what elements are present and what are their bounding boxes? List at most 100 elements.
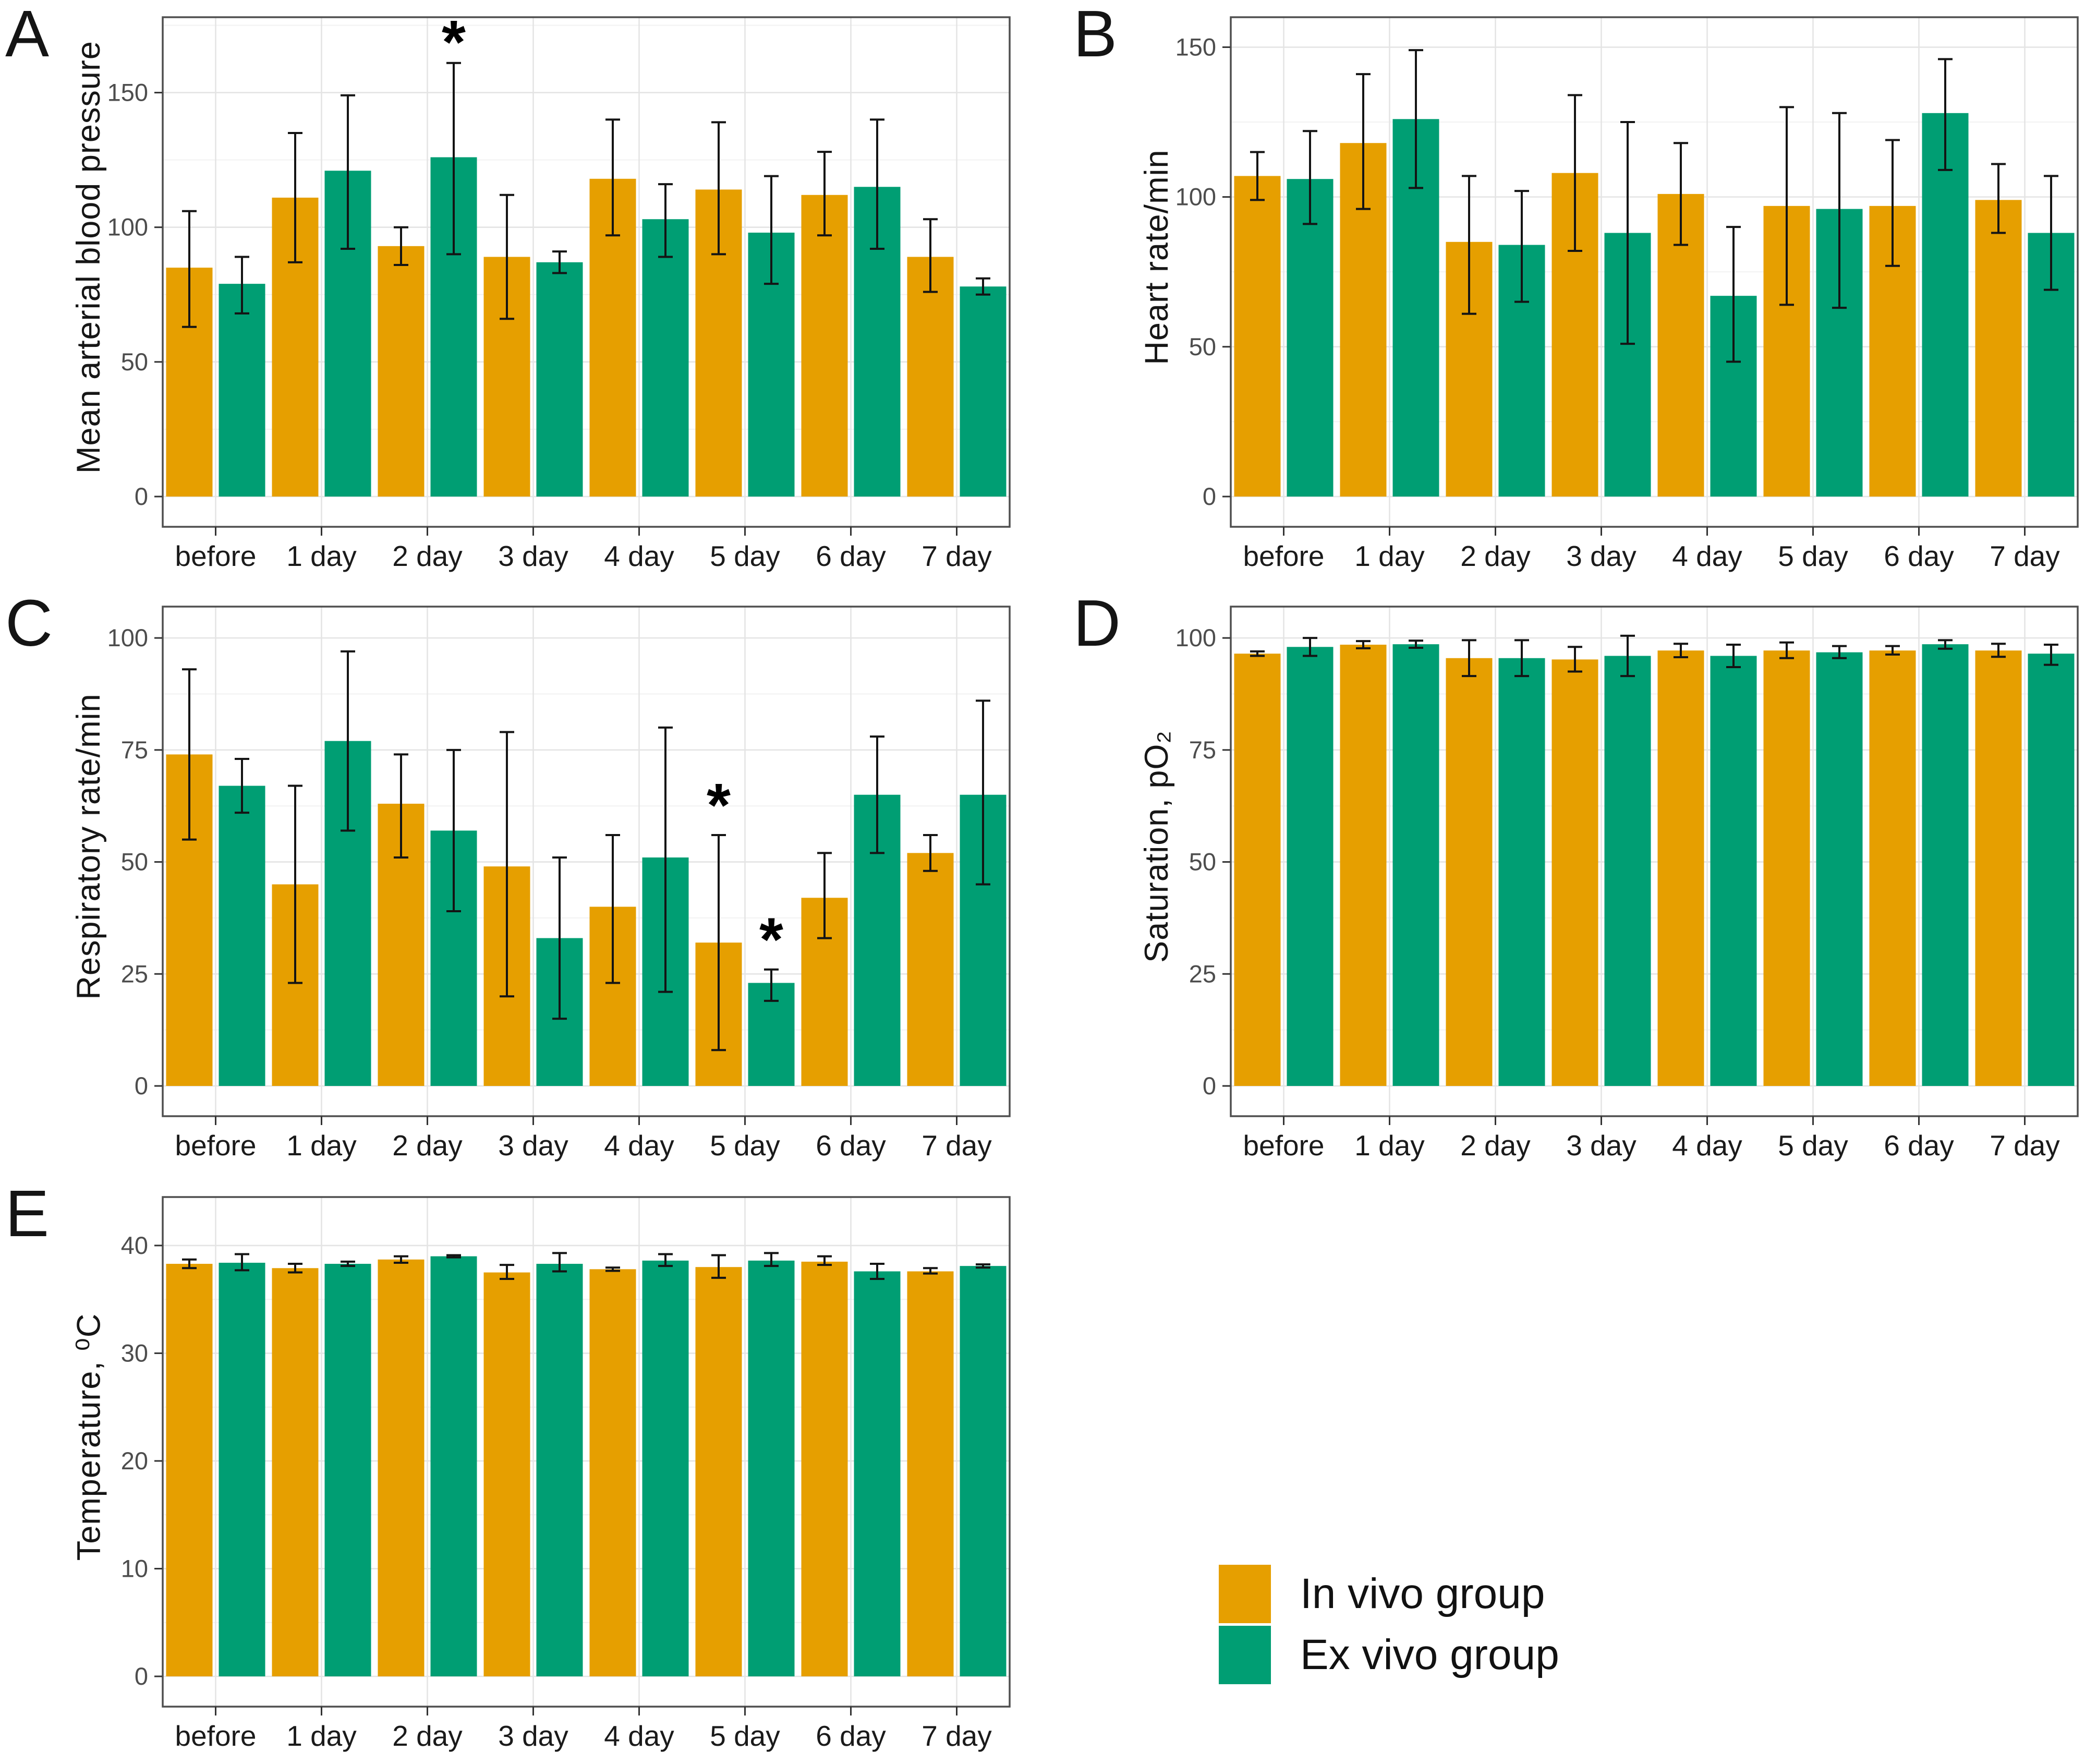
legend-item-ex-vivo: Ex vivo group	[1219, 1626, 1559, 1684]
y-tick-label: 50	[121, 848, 148, 876]
error-bars	[182, 650, 990, 1052]
plot-border	[1230, 16, 2079, 528]
axes: 0 25 50 75 100 before 1 day 2 day 3 day 4 day 5 da…	[1175, 624, 2060, 1162]
x-tick-label: 4 day	[604, 1129, 674, 1162]
bar-ex-vivo-group-6-day	[854, 1271, 901, 1676]
y-tick-label: 10	[121, 1554, 148, 1582]
error-bars	[182, 62, 990, 328]
bar-ex-vivo-group-2-day	[1498, 658, 1545, 1086]
x-tick-label: 2 day	[1460, 540, 1531, 572]
x-tick-label: 5 day	[1778, 540, 1848, 572]
bar-in-vivo-group-before	[1234, 654, 1281, 1086]
x-tick-label: 7 day	[1990, 1129, 2060, 1162]
y-tick-label: 20	[121, 1447, 148, 1475]
bar-ex-vivo-group-before	[1287, 179, 1334, 497]
panel-d-chart: 0 25 50 75 100 before 1 day 2 day 3 day 4 day 5 da…	[1175, 606, 2079, 1162]
bar-ex-vivo-group-before	[219, 1262, 265, 1676]
panel-a-chart: * 0 50 100 150 before 1 day 2 day 3 day 4 day 5 da…	[107, 8, 1011, 572]
x-tick-label: before	[175, 1720, 257, 1752]
x-tick-label: 7 day	[922, 540, 992, 572]
bar-in-vivo-group-7-day	[1975, 200, 2022, 497]
bar-ex-vivo-group-3-day	[1604, 656, 1651, 1086]
panel-c-letter: C	[5, 586, 53, 660]
bar-ex-vivo-group-4-day	[642, 1260, 689, 1676]
bar-in-vivo-group-1-day	[272, 1268, 319, 1676]
x-tick-label: 5 day	[710, 1129, 780, 1162]
bar-ex-vivo-group-5-day	[1816, 652, 1863, 1086]
bar-ex-vivo-group-4-day	[1710, 656, 1757, 1086]
bar-ex-vivo-group-4-day	[642, 219, 689, 497]
plot-border	[162, 16, 1011, 528]
panel-c-chart: * * 0 25 50 75 100 before 1 day 2 day 3 day 4 day 5 …	[107, 606, 1011, 1162]
x-tick-label: 5 day	[710, 540, 780, 572]
bars	[1234, 113, 2075, 497]
plot-border	[162, 606, 1011, 1117]
y-tick-label: 150	[107, 79, 148, 106]
x-tick-label: 2 day	[392, 1129, 463, 1162]
panel-d-letter: D	[1073, 586, 1121, 660]
panel-a-letter: A	[5, 0, 50, 70]
bar-ex-vivo-group-before	[1287, 647, 1334, 1086]
bar-in-vivo-group-5-day	[695, 1267, 742, 1676]
bar-ex-vivo-group-7-day	[960, 1266, 1007, 1676]
x-tick-label: 6 day	[816, 540, 886, 572]
x-tick-label: before	[175, 1129, 257, 1162]
x-tick-label: 7 day	[922, 1129, 992, 1162]
y-tick-label: 50	[1189, 333, 1216, 360]
x-tick-label: 6 day	[816, 1129, 886, 1162]
bars	[166, 157, 1007, 497]
axes: 0 25 50 75 100 before 1 day 2 day 3 day 4 day 5 da…	[107, 624, 992, 1162]
legend-swatch-in-vivo	[1219, 1565, 1271, 1623]
panel-e-letter: E	[5, 1177, 50, 1250]
panel-d: D Saturation, pO₂ 0 25 50 75 100 before 1 day 2…	[1068, 589, 2085, 1174]
significance-asterisk: *	[707, 771, 731, 840]
y-tick-label: 75	[1189, 736, 1216, 764]
bar-in-vivo-group-before	[1234, 176, 1281, 497]
y-tick-label: 100	[107, 624, 148, 651]
axes: 0 50 100 150 before 1 day 2 day 3 day 4 day 5 day…	[1175, 33, 2060, 572]
bar-ex-vivo-group-3-day	[536, 1264, 583, 1676]
x-tick-label: 3 day	[498, 1129, 568, 1162]
plot-border	[1230, 606, 2079, 1117]
x-tick-label: 6 day	[816, 1720, 886, 1752]
x-tick-label: 7 day	[922, 1720, 992, 1752]
y-tick-label: 40	[121, 1231, 148, 1259]
panel-a: A Mean arterial blood pressure * 0 50 100 15…	[0, 0, 1017, 584]
error-bars	[1250, 634, 2058, 678]
legend: In vivo group Ex vivo group	[1219, 1565, 1559, 1687]
bar-ex-vivo-group-5-day	[748, 1260, 795, 1676]
x-tick-label: 3 day	[1566, 1129, 1637, 1162]
x-tick-label: 6 day	[1884, 540, 1954, 572]
bar-in-vivo-group-7-day	[907, 1271, 954, 1676]
y-tick-label: 100	[1175, 624, 1216, 651]
legend-label-ex-vivo: Ex vivo group	[1300, 1630, 1559, 1678]
bar-ex-vivo-group-1-day	[1392, 644, 1439, 1086]
bar-in-vivo-group-4-day	[1657, 650, 1704, 1086]
panel-c: C Respiratory rate/min * * 0 25 50 75 100 befor…	[0, 589, 1017, 1174]
axes: 0 50 100 150 before 1 day 2 day 3 day 4 day 5 day…	[107, 79, 992, 572]
x-tick-label: 4 day	[604, 540, 674, 572]
x-tick-label: 2 day	[392, 1720, 463, 1752]
x-tick-label: 2 day	[1460, 1129, 1531, 1162]
bar-in-vivo-group-1-day	[1340, 645, 1387, 1086]
legend-swatch-ex-vivo	[1219, 1626, 1271, 1684]
bars	[166, 1256, 1007, 1676]
x-tick-label: 7 day	[1990, 540, 2060, 572]
y-tick-label: 25	[121, 960, 148, 987]
x-tick-label: 2 day	[392, 540, 463, 572]
y-tick-label: 100	[1175, 183, 1216, 211]
y-tick-label: 0	[135, 1072, 148, 1100]
bar-in-vivo-group-4-day	[589, 1269, 636, 1676]
panel-b: B Heart rate/min 0 50 100 150 before 1 day 2 d…	[1068, 0, 2085, 584]
bar-in-vivo-group-6-day	[801, 1261, 848, 1676]
y-tick-label: 25	[1189, 960, 1216, 987]
bar-ex-vivo-group-7-day	[2028, 654, 2075, 1086]
bar-ex-vivo-group-6-day	[1922, 113, 1969, 497]
error-bars	[1250, 49, 2058, 363]
panel-e: E Temperature, ⁰C 0 10 20 30 40 before 1 day 2 …	[0, 1180, 1017, 1764]
x-tick-label: before	[1243, 540, 1325, 572]
x-tick-label: 5 day	[710, 1720, 780, 1752]
bar-in-vivo-group-6-day	[1869, 650, 1916, 1086]
x-tick-label: 4 day	[1672, 1129, 1742, 1162]
bar-in-vivo-group-6-day	[801, 195, 848, 497]
